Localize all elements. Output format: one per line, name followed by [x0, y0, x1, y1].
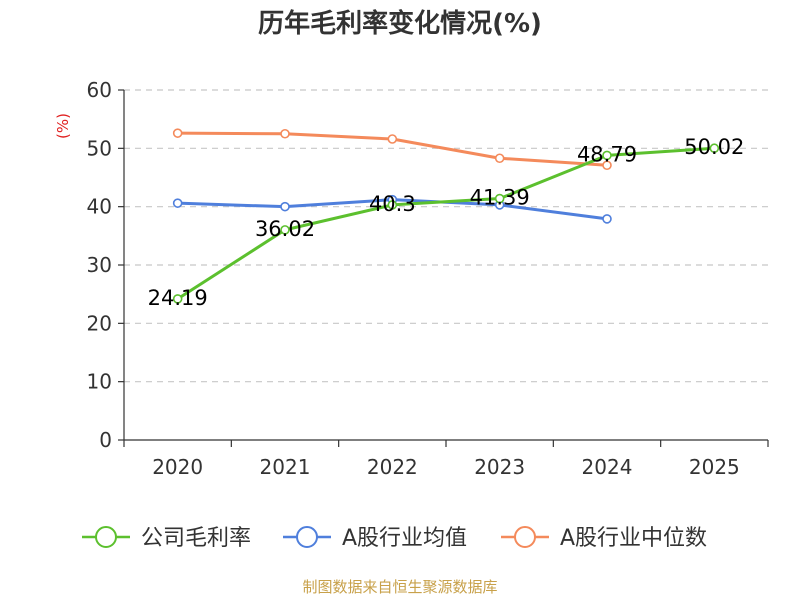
series-point-0 [387, 200, 398, 210]
legend-marker-0 [95, 526, 117, 548]
y-tick-label: 60 [87, 78, 112, 102]
series-point-0 [494, 193, 505, 204]
series-point-1 [602, 214, 612, 224]
y-tick-label: 40 [87, 195, 112, 219]
series-point-0 [280, 225, 290, 235]
y-tick-label: 30 [87, 253, 112, 277]
series-point-2 [172, 128, 183, 138]
data-label: 40.3 [369, 192, 416, 216]
data-labels: 24.19 36.02 40.3 41.39 48.79 50.02 [148, 135, 745, 310]
x-tick-label: 2025 [689, 455, 740, 479]
series-point-2 [602, 160, 612, 171]
x-tick-label: 2020 [152, 455, 203, 479]
y-tick-label: 10 [87, 370, 112, 394]
y-tick-label: 20 [87, 311, 112, 335]
x-tick-label: 2022 [367, 455, 418, 479]
y-axis-unit: (%) [54, 113, 72, 139]
series-layer [172, 128, 720, 304]
legend-marker-2 [514, 526, 536, 548]
data-label: 48.79 [577, 142, 637, 166]
legend-label-0: 公司毛利率 [141, 526, 251, 551]
legend: 公司毛利率 A股行业均值 A股行业中位数 [82, 526, 707, 551]
series-line-0 [176, 146, 715, 301]
series-point-2 [387, 134, 398, 144]
y-tick-label: 50 [87, 136, 112, 160]
series-point-0 [709, 143, 720, 154]
axes: 0 10 20 30 40 50 60 2020 2021 2022 2023 2024 2025 [87, 78, 769, 479]
legend-label-1: A股行业均值 [342, 526, 467, 551]
legend-label-2: A股行业中位数 [560, 526, 707, 551]
chart-title: 历年毛利率变化情况(%) [258, 8, 542, 39]
series-point-0 [602, 150, 612, 161]
data-label: 50.02 [684, 135, 744, 159]
series-point-2 [280, 128, 290, 139]
data-label: 36.02 [255, 217, 315, 241]
x-tick-label: 2023 [474, 455, 525, 479]
x-tick-label: 2024 [582, 455, 633, 479]
source-note: 制图数据来自恒生聚源数据库 [302, 578, 497, 596]
series-point-2 [494, 153, 505, 164]
series-point-1 [172, 198, 183, 208]
y-tick-label: 0 [99, 428, 112, 452]
legend-marker-1 [296, 526, 318, 548]
series-point-0 [172, 294, 183, 304]
series-point-1 [280, 201, 290, 212]
data-label: 41.39 [470, 186, 530, 210]
x-tick-label: 2021 [260, 455, 311, 479]
data-label: 24.19 [148, 286, 208, 310]
